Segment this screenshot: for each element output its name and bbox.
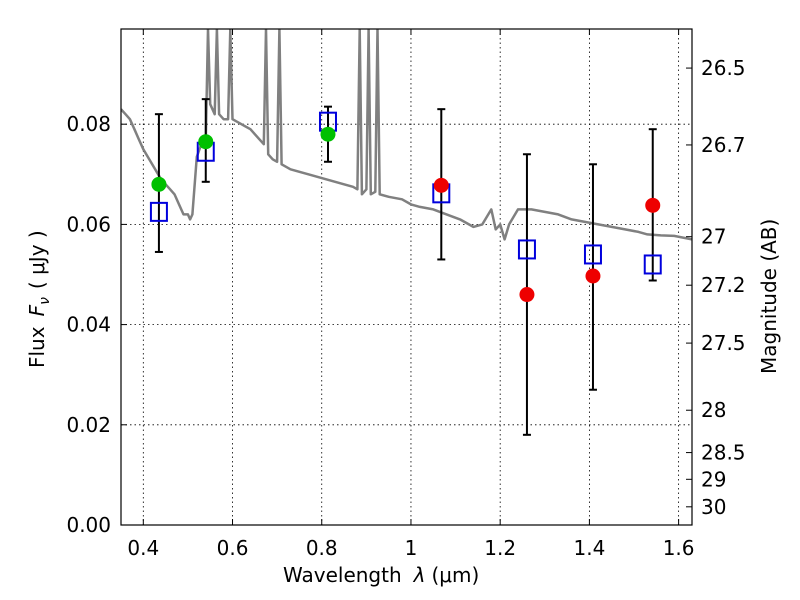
axis-ticks: 0.4 0.6 0.8 1 1.2 1.4 1.6 0.00 0.02 0.04 0.06 0.08 2… <box>66 29 746 560</box>
observed-flux-point <box>198 134 214 150</box>
y2-tick-label: 27.5 <box>701 331 746 355</box>
y-tick-label: 0.04 <box>66 313 111 337</box>
y2-tick-label: 29 <box>701 467 726 491</box>
y-tick-label: 0.06 <box>66 212 111 236</box>
x-tick-label: 1.2 <box>484 536 516 560</box>
observed-flux-point <box>585 268 601 284</box>
markers-layer <box>149 111 662 303</box>
y2-tick-label: 26.7 <box>701 133 746 157</box>
y-tick-label: 0.00 <box>66 513 111 537</box>
x-tick-label: 0.4 <box>127 536 159 560</box>
observed-flux-point <box>519 287 535 303</box>
observed-flux-point <box>433 177 449 193</box>
model-photometry-box <box>583 244 602 265</box>
plot-frame <box>120 28 693 526</box>
y2-axis-label: Magnitude (AB) <box>757 219 781 374</box>
x-axis-label: Wavelength λ (μm) <box>283 563 479 587</box>
model-spectrum-line <box>121 29 692 241</box>
y2-tick-label: 26.5 <box>701 56 746 80</box>
y-axis-label: FluxFν( μJy ) <box>25 230 53 368</box>
observed-flux-point <box>320 126 336 142</box>
x-tick-label: 0.6 <box>217 536 249 560</box>
y-tick-label: 0.08 <box>66 112 111 136</box>
y2-tick-label: 27.2 <box>701 273 746 297</box>
x-tick-label: 1.4 <box>573 536 605 560</box>
x-tick-label: 0.8 <box>306 536 338 560</box>
observed-flux-point <box>151 176 167 192</box>
observed-flux-point <box>645 197 661 213</box>
y2-tick-label: 28 <box>701 398 726 422</box>
y-tick-label: 0.02 <box>66 413 111 437</box>
x-tick-label: 1 <box>405 536 418 560</box>
x-tick-label: 1.6 <box>663 536 695 560</box>
model-photometry-box <box>149 201 168 222</box>
y2-tick-label: 27 <box>701 225 726 249</box>
model-photometry-box <box>643 254 662 275</box>
y2-tick-label: 28.5 <box>701 441 746 465</box>
y2-tick-label: 30 <box>701 495 726 519</box>
model-spectrum-layer <box>121 29 692 241</box>
model-photometry-box <box>517 239 536 260</box>
